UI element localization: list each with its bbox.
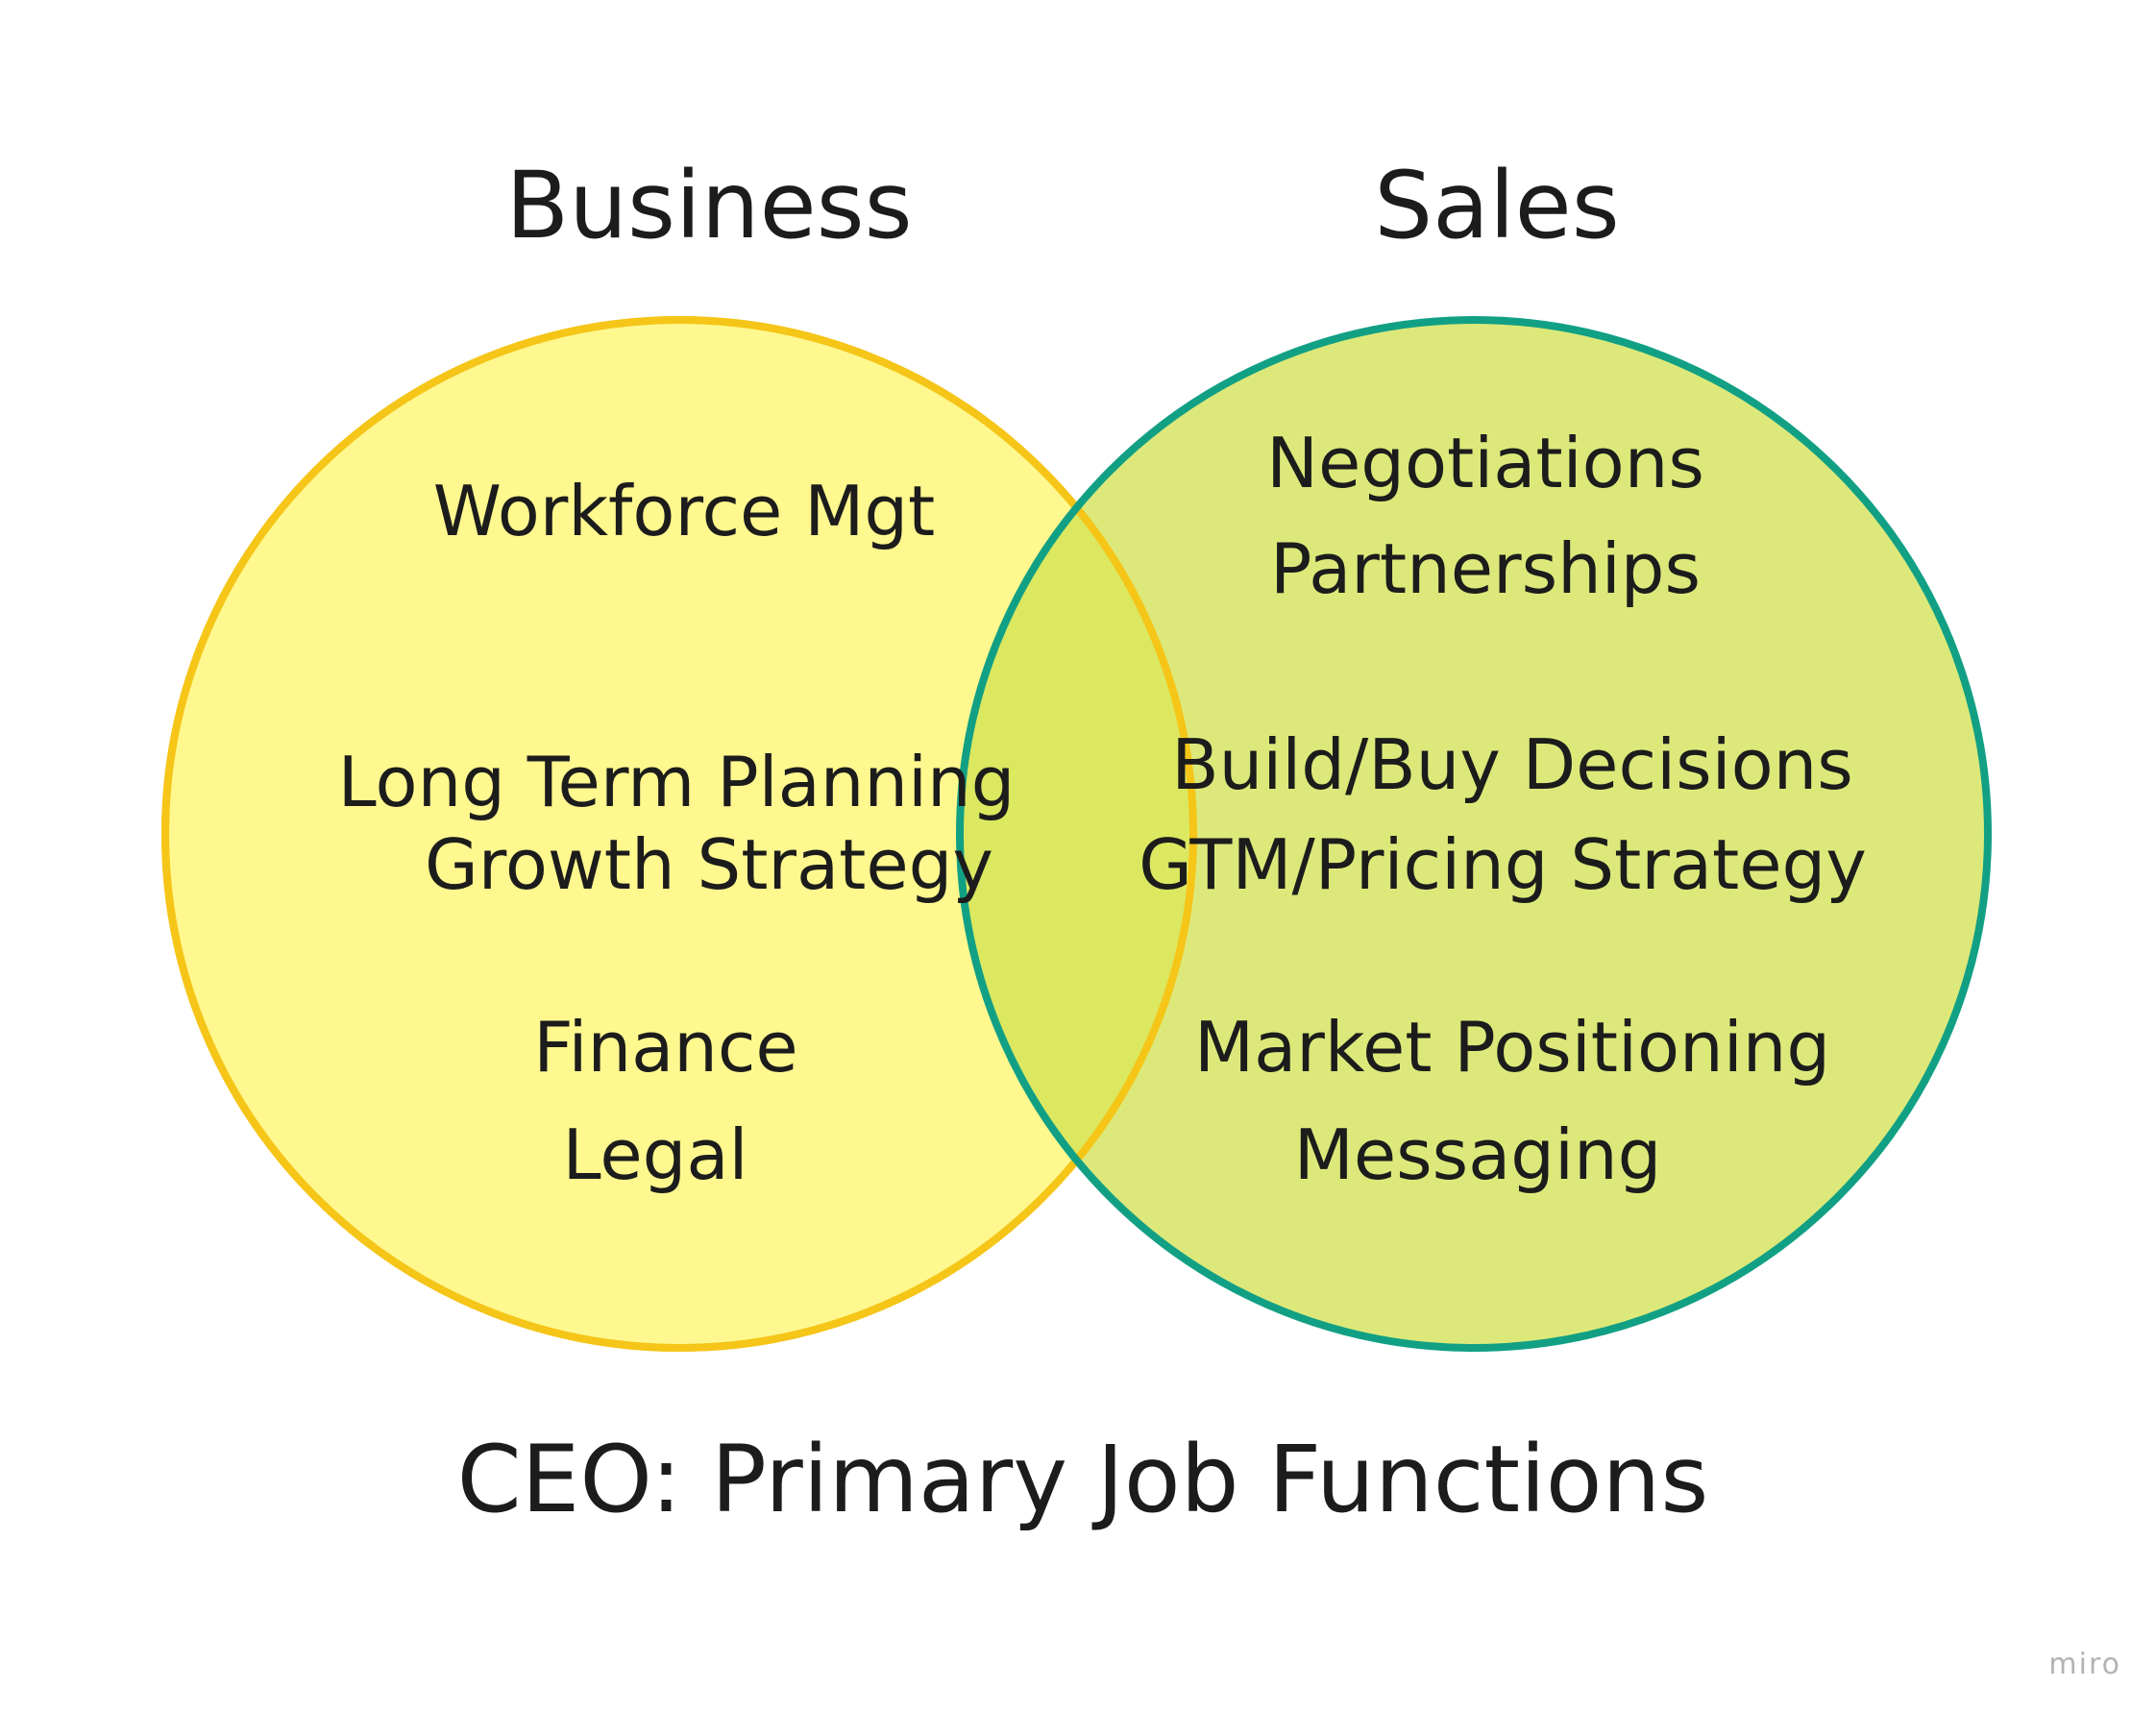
diagram-title: CEO: Primary Job Functions xyxy=(456,1426,1709,1533)
business-item-finance: Finance xyxy=(533,1007,798,1088)
business-item-legal: Legal xyxy=(562,1114,748,1195)
sales-item-market-positioning: Market Positioning xyxy=(1193,1007,1831,1088)
sales-item-partnerships: Partnerships xyxy=(1269,528,1702,609)
sales-item-messaging: Messaging xyxy=(1293,1114,1662,1195)
sales-circle-outline xyxy=(956,316,1992,1352)
business-item-long-term-planning: Long Term Planning xyxy=(337,742,1016,822)
sales-item-gtm-pricing: GTM/Pricing Strategy xyxy=(1139,824,1867,905)
sales-item-negotiations: Negotiations xyxy=(1266,423,1704,503)
business-item-growth-strategy: Growth Strategy xyxy=(425,824,993,905)
business-item-workforce: Workforce Mgt xyxy=(432,471,936,551)
business-circle-outline xyxy=(161,316,1197,1352)
business-set-label: Business xyxy=(505,152,913,259)
sales-set-label: Sales xyxy=(1374,152,1620,259)
sales-circle xyxy=(960,320,1988,1348)
miro-watermark: miro xyxy=(2048,1648,2121,1681)
sales-item-build-buy: Build/Buy Decisions xyxy=(1171,724,1853,805)
